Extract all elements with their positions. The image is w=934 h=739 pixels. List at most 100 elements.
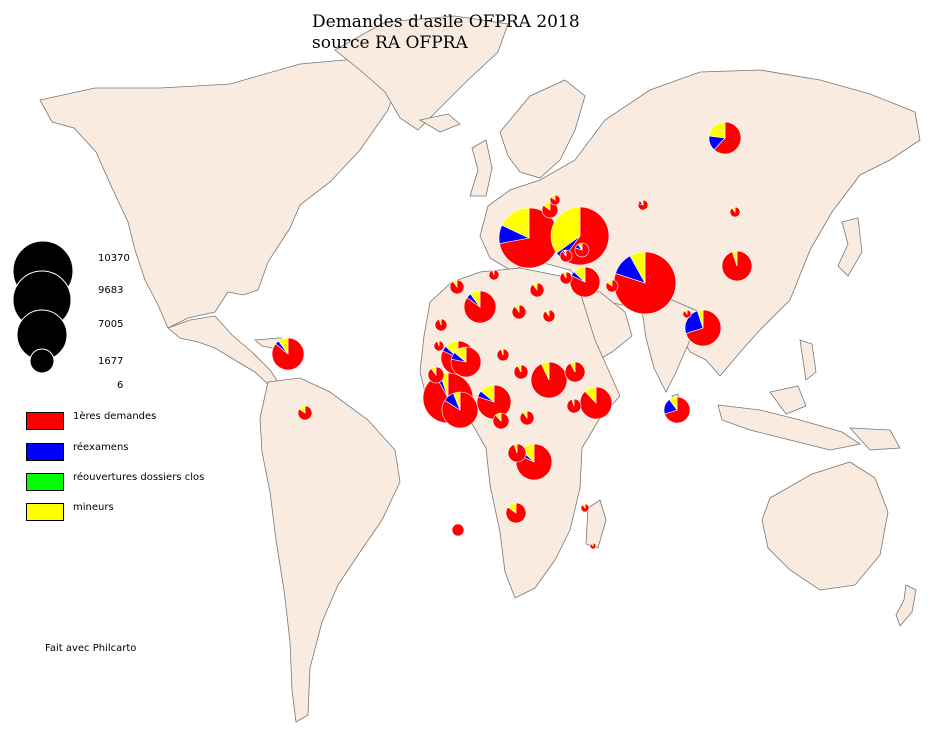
pie-slice (731, 250, 738, 267)
pie-slice (708, 121, 726, 139)
philippines-landmass (799, 339, 817, 381)
new-zealand-landmass (895, 584, 917, 627)
pie-chart-symbol (549, 194, 561, 206)
pie-slice (542, 309, 556, 323)
pie-chart-symbol (637, 199, 649, 211)
pie-chart-symbol (451, 523, 465, 537)
south-america-landmass (259, 377, 401, 723)
pie-chart-symbol (496, 348, 510, 362)
pie-chart-symbol (433, 340, 445, 352)
australia-landmass (761, 461, 889, 591)
scandinavia-landmass (499, 79, 586, 179)
legend-swatch-minors (26, 503, 64, 521)
land-layer (39, 15, 921, 723)
pie-chart-symbol (559, 271, 573, 285)
credit-text: Fait avec Philcarto (45, 643, 137, 654)
pie-slice (298, 405, 306, 414)
pie-slice (550, 194, 556, 201)
pie-chart-symbol (729, 206, 741, 218)
pie-slice (437, 340, 440, 347)
pie-chart-symbol (530, 361, 568, 399)
pie-slice (685, 309, 722, 347)
pie-slice (492, 269, 495, 276)
uk-landmass (469, 139, 493, 197)
pie-slice (543, 201, 551, 211)
pie-chart-symbol (513, 364, 529, 380)
pie-slice (463, 290, 497, 324)
pie-chart-symbol (449, 279, 465, 295)
size-legend-label: 1677 (98, 356, 124, 367)
pie-slice (606, 279, 613, 287)
pie-slice (613, 251, 677, 315)
pie-chart-symbol (519, 410, 535, 426)
indonesia-landmass (717, 404, 862, 451)
pie-slice (450, 346, 482, 378)
pie-chart-symbol (297, 405, 313, 421)
central-america-landmass (167, 315, 279, 387)
pie-chart-symbol (566, 398, 582, 414)
size-legend-label: 6 (117, 380, 124, 391)
pie-slice (470, 290, 481, 308)
pie-chart-symbol (564, 361, 586, 383)
pie-slice (697, 309, 704, 329)
size-legend-label: 7005 (98, 319, 124, 330)
pie-slice (584, 386, 597, 404)
pie-chart-symbol (663, 396, 691, 424)
pie-slice (495, 412, 502, 422)
borneo-landmass (769, 385, 807, 415)
pie-chart-symbol (450, 346, 482, 378)
legend-swatch-reexams (26, 443, 64, 461)
pie-chart-symbol (441, 391, 479, 429)
pie-slice (571, 398, 575, 407)
pie-slice (637, 199, 649, 211)
pie-slice (629, 251, 646, 284)
pie-slice (550, 206, 581, 254)
pie-chart-symbol (580, 503, 590, 513)
pie-slice (545, 309, 550, 317)
pie-chart-symbol (529, 282, 545, 298)
pie-slice (480, 384, 495, 403)
pie-slice (500, 348, 504, 356)
pie-chart-symbol (589, 542, 597, 550)
pie-slice (540, 361, 550, 381)
pie-slice (514, 304, 520, 313)
pie-chart-symbol (271, 337, 305, 371)
size-legend-circle-4 (29, 348, 55, 374)
pie-slice (451, 523, 465, 537)
pie-chart-symbol (708, 121, 742, 155)
legend-swatch-first-requests (26, 412, 64, 430)
pie-slice (501, 207, 530, 239)
pie-slice (577, 242, 583, 251)
pie-slice (522, 410, 528, 419)
title-line-2: source RA OFPRA (312, 33, 468, 53)
madagascar-landmass (585, 499, 607, 549)
pie-chart-symbol (505, 502, 527, 524)
pie-slice (605, 279, 619, 293)
pie-chart-symbol (434, 318, 448, 332)
iceland-landmass (418, 113, 461, 133)
pie-chart-symbol (507, 443, 527, 463)
pie-slice (452, 391, 461, 411)
pie-slice (569, 361, 576, 373)
pie-chart-symbol (463, 290, 497, 324)
legend-label-minors: mineurs (73, 502, 114, 513)
legend-label-reopened: réouvertures dossiers clos (73, 472, 205, 483)
pie-slice (573, 266, 586, 283)
pie-slice (713, 121, 742, 155)
japan-landmass (837, 217, 863, 277)
pie-chart-symbol (721, 250, 753, 282)
pie-slice (590, 542, 594, 547)
pie-slice (513, 443, 518, 454)
pie-chart-symbol (613, 251, 677, 315)
pie-chart-symbol (550, 206, 610, 266)
pie-chart-symbol (498, 207, 560, 269)
pie-slice (559, 249, 573, 263)
pie-chart-symbol (559, 249, 573, 263)
pie-chart-symbol (492, 412, 510, 430)
pie-slice (668, 396, 678, 411)
pie-slice (430, 366, 437, 376)
pie-slice (562, 271, 567, 279)
north-america-landmass (39, 55, 401, 329)
